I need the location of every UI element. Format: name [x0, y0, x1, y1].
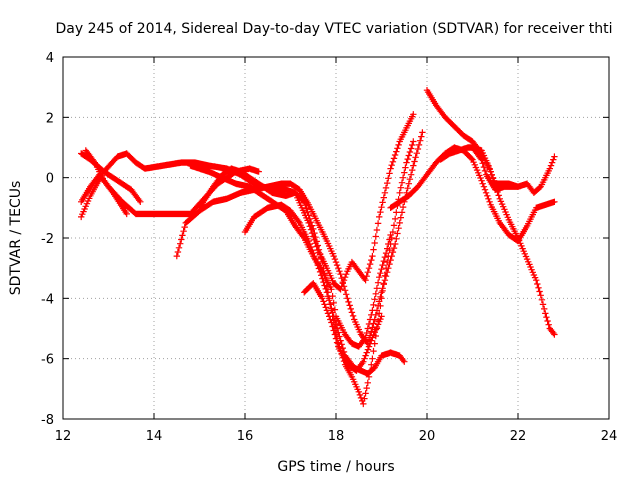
- x-tick-label: 12: [55, 429, 72, 444]
- x-tick-labels: 12 14 16 18 20 22 24: [55, 429, 618, 444]
- series-track-i: [301, 280, 385, 374]
- y-tick-label: 2: [46, 111, 54, 126]
- plot-frame: [62, 56, 610, 420]
- data-marks-track-j: [423, 87, 558, 338]
- y-axis-title: SDTVAR / TECUs: [8, 181, 24, 296]
- x-tick-label: 16: [237, 429, 254, 444]
- y-tick-labels: -8 -6 -4 -2 0 2 4: [41, 51, 54, 428]
- x-tick-label: 18: [328, 429, 345, 444]
- y-tick-label: -4: [41, 292, 54, 307]
- data-marks-track-k: [387, 144, 558, 245]
- data-marks-track-i: [301, 280, 385, 374]
- series-track-d: [82, 147, 130, 218]
- x-tick-label: 22: [510, 429, 527, 444]
- data-marks: [78, 87, 558, 408]
- y-tick-label: -6: [41, 353, 54, 368]
- chart-title: Day 245 of 2014, Sidereal Day-to-day VTE…: [56, 21, 613, 37]
- y-tick-label: 0: [46, 172, 54, 187]
- y-tick-label: 4: [46, 51, 54, 66]
- x-tick-label: 24: [601, 429, 618, 444]
- y-tick-label: -8: [41, 413, 54, 428]
- series-track-j: [423, 87, 558, 338]
- x-tick-label: 14: [146, 429, 163, 444]
- data-marks-track-b: [78, 111, 417, 293]
- data-marks-track-m: [469, 144, 522, 193]
- data-marks-track-d: [82, 147, 130, 218]
- y-tick-label: -2: [41, 232, 54, 247]
- x-axis-title: GPS time / hours: [277, 459, 394, 475]
- series-track-b: [78, 111, 417, 293]
- x-tick-label: 20: [419, 429, 436, 444]
- series-track-m: [469, 144, 522, 193]
- series-track-k: [387, 144, 558, 245]
- grid-layer: [63, 57, 609, 419]
